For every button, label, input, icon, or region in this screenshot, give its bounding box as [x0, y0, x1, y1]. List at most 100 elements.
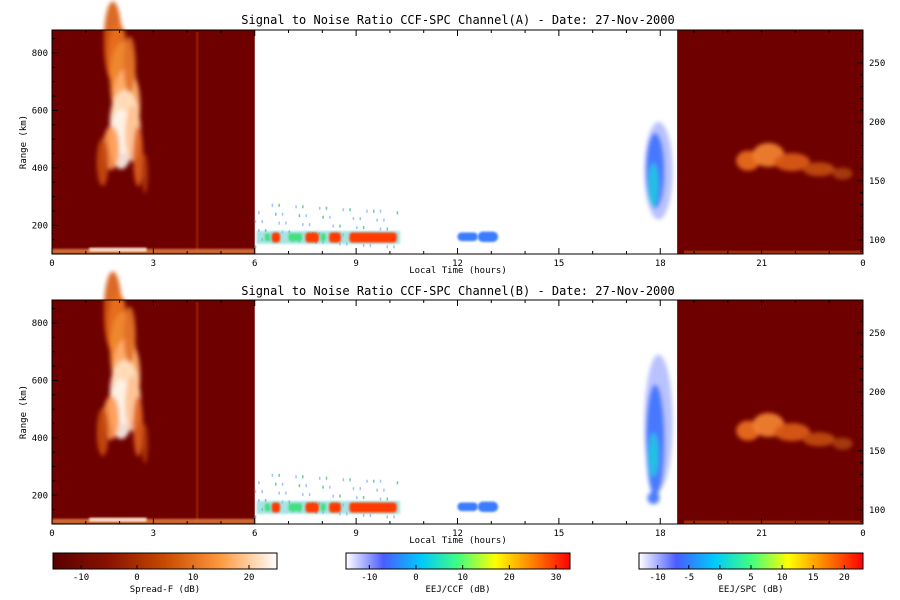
- noise-speckle: [302, 475, 304, 479]
- spc-bright: [648, 433, 659, 478]
- x-tick-label: 0: [860, 259, 865, 269]
- noise-speckle: [379, 227, 382, 231]
- noise-speckle: [379, 497, 382, 501]
- y-tick-label: 800: [32, 49, 48, 59]
- noise-speckle: [362, 513, 365, 517]
- bottom-echo-bright: [89, 247, 147, 252]
- y-tick-label: 600: [32, 376, 48, 386]
- noise-speckle: [318, 206, 321, 210]
- y2-tick-label: 250: [869, 59, 885, 69]
- noise-speckle: [359, 487, 362, 491]
- noise-speckle: [278, 221, 280, 225]
- noise-speckle: [302, 223, 304, 227]
- x-tick-label: 9: [353, 259, 358, 269]
- colorbar-tick-label: 20: [504, 573, 515, 583]
- noise-speckle: [342, 208, 345, 212]
- noise-speckle: [285, 221, 287, 225]
- noise-speckle: [295, 205, 297, 209]
- noise-speckle: [308, 223, 311, 227]
- y-tick-label: 800: [32, 319, 48, 329]
- noise-speckle: [275, 482, 277, 486]
- plume-blob: [141, 423, 148, 464]
- x-tick-label: 6: [252, 259, 257, 269]
- x-tick-label: 9: [353, 529, 358, 539]
- bottom-echo-night: [683, 250, 863, 254]
- noise-speckle: [305, 214, 307, 218]
- colorbar-tick-label: 0: [134, 573, 139, 583]
- colorbar-label: Spread-F (dB): [130, 585, 200, 595]
- y-tick-label: 400: [32, 434, 48, 444]
- spread-f-plume: [96, 271, 148, 464]
- noise-speckle: [379, 479, 382, 483]
- noise-speckle: [329, 215, 331, 219]
- eej-weak-echo: [457, 502, 478, 512]
- spread-f-streak: [195, 302, 199, 522]
- noise-speckle: [352, 217, 355, 221]
- noise-speckle: [322, 215, 324, 219]
- noise-speckle: [386, 245, 389, 249]
- cloud-blob: [803, 162, 836, 177]
- noise-speckle: [376, 218, 378, 222]
- noise-speckle: [362, 226, 365, 230]
- plume-blob: [123, 306, 136, 363]
- x-tick-label: 3: [151, 529, 156, 539]
- noise-speckle: [254, 245, 257, 249]
- eej-strong-segment: [329, 232, 341, 243]
- x-tick-label: 0: [49, 259, 54, 269]
- x-tick-label: 12: [452, 259, 463, 269]
- y-axis-label: Range (km): [19, 385, 29, 439]
- noise-speckle: [386, 515, 389, 519]
- eej-weak-echo: [457, 232, 478, 242]
- noise-speckle: [302, 493, 304, 497]
- x-tick-label: 6: [252, 529, 257, 539]
- colorbar-tick-label: 10: [777, 573, 788, 583]
- colorbar-gradient: [345, 552, 571, 570]
- colorbar-tick-label: 5: [748, 573, 753, 583]
- noise-speckle: [298, 214, 301, 218]
- spread-f-cloud: [736, 412, 853, 450]
- y2-tick-label: 200: [869, 118, 885, 128]
- eej-strong-segment: [329, 502, 341, 513]
- colorbar-tick-label: -5: [683, 573, 694, 583]
- bottom-echo-bright: [89, 517, 147, 522]
- plume-blob: [133, 126, 144, 187]
- noise-speckle: [339, 224, 341, 228]
- noise-speckle: [393, 245, 395, 249]
- cloud-blob: [832, 437, 853, 450]
- spread-f-cloud: [736, 142, 853, 180]
- noise-speckle: [295, 475, 297, 479]
- noise-speckle: [308, 493, 311, 497]
- noise-speckle: [281, 482, 284, 486]
- noise-speckle: [298, 484, 301, 488]
- eej-spc-echo: [644, 354, 673, 505]
- colorbar-tick-label: 0: [413, 573, 418, 583]
- y-axis-label: Range (km): [19, 115, 29, 169]
- eej-medium-segment: [264, 503, 270, 512]
- colorbar-eej-ccf: EEJ/CCF (dB) -10 0 10 20 30: [345, 552, 571, 595]
- noise-speckle: [285, 491, 287, 495]
- eej-strong-segment: [305, 232, 319, 243]
- colorbar-gradient: [52, 552, 278, 570]
- noise-speckle: [349, 478, 351, 482]
- eej-strong-segment: [271, 502, 281, 513]
- noise-speckle: [258, 229, 260, 233]
- y2-tick-label: 150: [869, 447, 885, 457]
- eej-strong-segment: [349, 502, 397, 513]
- noise-speckle: [254, 515, 257, 519]
- noise-speckle: [264, 229, 267, 233]
- noise-speckle: [339, 494, 341, 498]
- noise-speckle: [278, 203, 280, 207]
- eej-medium-segment: [320, 503, 326, 512]
- panel-title: Signal to Noise Ratio CCF-SPC Channel(B)…: [241, 284, 674, 298]
- noise-speckle: [332, 494, 334, 498]
- noise-speckle: [325, 206, 328, 210]
- noise-speckle: [278, 473, 280, 477]
- noise-speckle: [373, 479, 375, 483]
- colorbar-tick-label: -10: [361, 573, 377, 583]
- colorbar-spread-f: Spread-F (dB) -10 0 10 20: [52, 552, 278, 595]
- noise-speckle: [366, 209, 368, 213]
- noise-speckle: [305, 484, 307, 488]
- rti-panel-channel-b: Signal to Noise Ratio CCF-SPC Channel(B)…: [19, 271, 885, 546]
- eej-medium-segment: [264, 233, 270, 242]
- panel-title: Signal to Noise Ratio CCF-SPC Channel(A)…: [241, 13, 674, 27]
